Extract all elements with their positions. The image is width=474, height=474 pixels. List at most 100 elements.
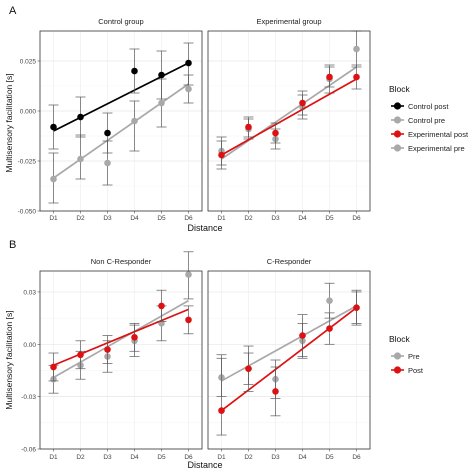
panel-a-facet-control-group-control-pre-point	[158, 99, 165, 107]
panel-a-facet-experimental-group-xtick-label: D2	[244, 215, 253, 222]
panel-b-facet-c-responder-post-point	[218, 407, 225, 414]
legend-entry-control-post: Control post	[391, 102, 449, 111]
panel-a-facet-control-group-control-post-point	[50, 123, 57, 131]
legend-key-control-post	[393, 102, 402, 110]
panel-a-facet-experimental-group-experimental-post-point	[218, 151, 225, 159]
panel-a-facet-experimental-group-experimental-pre-point	[353, 45, 360, 53]
panel-b-facet-c-responder-xtick-label: D4	[298, 454, 307, 461]
legend-label-control-post: Control post	[408, 102, 449, 111]
panel-b-facet-non-c-responder-post-point	[185, 316, 192, 324]
panel-b-facet-c-responder-border	[207, 270, 371, 450]
panel-a-facet-control-group-border	[39, 30, 203, 212]
panel-b-facet-non-c-responder-xtick-label: D3	[103, 454, 112, 461]
panel-a-label: A	[9, 5, 17, 17]
panel-b-facet-non-c-responder-xtick-label: D1	[49, 454, 58, 461]
panel-a-facet-control-group-control-pre-point	[77, 155, 84, 163]
legend-label-post: Post	[408, 366, 424, 375]
panel-a-facet-experimental-group-experimental-pre-fit-line	[221, 66, 357, 160]
panel-b-facet-non-c-responder-xtick-label: D4	[130, 454, 139, 461]
panel-b-facet-c-responder-post-point	[272, 388, 279, 395]
panel-b-facet-non-c-responder-xtick-label: D5	[157, 454, 166, 461]
panel-b: B Non C-Responder C-Responder Multisenso…	[4, 239, 424, 470]
panel-a-legend: Block Control post Control pre Experimen…	[389, 84, 469, 153]
panel-a-facet-control-group-xtick-label: D5	[157, 215, 166, 222]
panel-a-facet-control-group-control-post-point	[158, 71, 165, 79]
panel-a-facet-experimental-group-experimental-post-point	[353, 73, 360, 81]
panel-b-ytick-label: -0.06	[21, 447, 36, 454]
panel-b-facet-c-responder-xtick-label: D3	[271, 454, 280, 461]
panel-a: A Control group Experimental group Multi…	[4, 5, 469, 233]
panel-b-facet-c-responder-post-series	[216, 289, 362, 436]
panel-b-facet-non-c-responder-border	[39, 270, 203, 450]
panel-a-ytick-label: 0.025	[20, 59, 37, 66]
panel-b-facet-non-c-responder-post-series	[48, 289, 194, 382]
legend-key-pre	[393, 352, 402, 360]
panel-b-facet-c-responder-pre-fit-line	[221, 305, 357, 382]
panel-b-facet-non-c-responder-pre-point	[185, 271, 192, 278]
panel-a-facet-experimental-group-plot: D1 D2 D3 D4 D5 D6	[208, 30, 370, 222]
panel-a-facet-experimental-group-experimental-post-series	[216, 64, 362, 170]
panel-b-ytick-label: 0.00	[23, 342, 36, 349]
legend-key-control-pre	[393, 116, 402, 124]
panel-a-axes: -0.050 -0.025 0.000 0.025 D1 D2 D3 D4 D5 D6 D1 D2 D3…	[18, 30, 371, 222]
panel-b-facet-non-c-responder-post-point	[104, 346, 111, 353]
panel-b-facet-c-responder-post-point	[299, 332, 306, 339]
panel-b-y-title: Multisensory facilitation [s]	[4, 310, 14, 409]
legend-entry-experimental-pre: Experimental pre	[391, 144, 465, 153]
panel-b-facet-c-responder-xtick-label: D6	[352, 454, 361, 461]
panel-b-facet-1-title: Non C-Responder	[91, 257, 152, 266]
panel-b-facet-non-c-responder-xtick-label: D2	[76, 454, 85, 461]
panel-a-facet-control-group-control-post-point	[185, 59, 192, 67]
panel-a-legend-title: Block	[389, 84, 411, 94]
legend-label-control-pre: Control pre	[408, 116, 445, 125]
panel-b-facet-c-responder-xtick-label: D2	[244, 454, 253, 461]
panel-a-facet-control-group-plot: D1 D2 D3 D4 D5 D6	[40, 31, 202, 222]
panel-b-facet-non-c-responder-pre-series	[48, 251, 194, 394]
panel-a-facet-2-title: Experimental group	[256, 17, 321, 26]
panel-b-facet-non-c-responder-post-point	[158, 302, 165, 310]
panel-b-facet-non-c-responder-post-point	[50, 363, 57, 371]
panel-b-ytick-label: -0.03	[21, 394, 36, 401]
panel-b-facet-non-c-responder-post-fit-line	[53, 308, 189, 367]
legend-label-experimental-pre: Experimental pre	[408, 144, 465, 153]
panel-a-facet-control-group-control-post-fit-line	[53, 62, 189, 132]
legend-key-experimental-pre	[393, 144, 402, 152]
panel-b-facet-non-c-responder-post-point	[131, 334, 138, 341]
panel-a-y-title: Multisensory facilitation [s]	[4, 73, 14, 172]
panel-a-facet-control-group-control-pre-point	[131, 117, 138, 125]
panel-a-facet-experimental-group-xtick-label: D4	[298, 215, 307, 222]
panel-b-ytick-label: 0.03	[23, 289, 36, 296]
panel-a-facet-experimental-group-border	[207, 30, 371, 212]
panel-b-facet-c-responder-post-point	[353, 304, 360, 311]
panel-b-facet-c-responder-xtick-label: D1	[217, 454, 226, 461]
panel-b-facet-non-c-responder-pre-fit-line	[53, 299, 189, 379]
panel-a-facet-experimental-group-xtick-label: D6	[352, 215, 361, 222]
panel-b-label: B	[9, 239, 16, 251]
panel-a-ytick-label: -0.050	[18, 209, 37, 216]
legend-entry-control-pre: Control pre	[391, 116, 445, 125]
legend-entry-pre: Pre	[391, 352, 420, 361]
panel-a-facet-control-group-control-pre-series	[48, 74, 194, 204]
panel-b-facet-c-responder-post-point	[245, 365, 252, 373]
panel-a-facet-control-group-xtick-label: D2	[76, 215, 85, 222]
panel-b-facet-c-responder-plot: D1 D2 D3 D4 D5 D6	[208, 271, 370, 461]
panel-a-facet-experimental-group-xtick-label: D5	[325, 215, 334, 222]
panel-b-x-title: Distance	[187, 460, 222, 470]
panel-a-facet-control-group-control-pre-point	[185, 85, 192, 93]
panel-a-facet-experimental-group-experimental-post-point	[326, 73, 333, 81]
panel-a-facet-control-group-control-post-point	[104, 129, 111, 137]
legend-label-pre: Pre	[408, 352, 420, 361]
legend-label-experimental-post: Experimental post	[408, 130, 469, 139]
panel-a-facet-control-group-control-post-series	[48, 42, 194, 154]
panel-a-facet-control-group-xtick-label: D6	[184, 215, 193, 222]
panel-b-facet-c-responder-xtick-label: D5	[325, 454, 334, 461]
panel-b-facet-c-responder-pre-series	[216, 282, 362, 399]
panel-b-facet-c-responder-post-fit-line	[220, 306, 358, 412]
legend-entry-post: Post	[391, 366, 424, 375]
panel-b-facet-non-c-responder-xtick-label: D6	[184, 454, 193, 461]
panel-a-facet-experimental-group-xtick-label: D1	[217, 215, 226, 222]
panel-a-facet-control-group-xtick-label: D1	[49, 215, 58, 222]
panel-b-legend: Block Pre Post	[389, 334, 424, 375]
panel-a-facet-control-group-control-pre-fit-line	[53, 83, 189, 179]
panel-a-x-title: Distance	[187, 223, 222, 233]
